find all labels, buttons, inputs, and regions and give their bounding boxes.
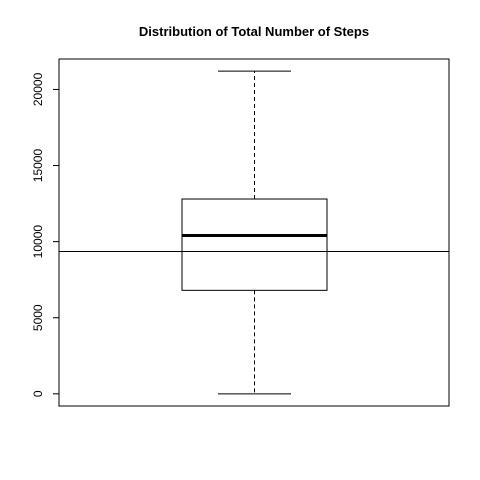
plot-frame — [58, 58, 450, 407]
y-tick-label: 10000 — [31, 225, 45, 259]
y-tick-label: 5000 — [31, 304, 45, 331]
y-tick-label: 0 — [31, 390, 45, 397]
plot-area: 0 5000 10000 15000 20000 — [31, 58, 450, 407]
y-tick-label: 20000 — [31, 72, 45, 106]
iqr-box — [181, 198, 328, 291]
y-tick-label: 15000 — [31, 149, 45, 183]
chart-title: Distribution of Total Number of Steps — [139, 24, 369, 39]
